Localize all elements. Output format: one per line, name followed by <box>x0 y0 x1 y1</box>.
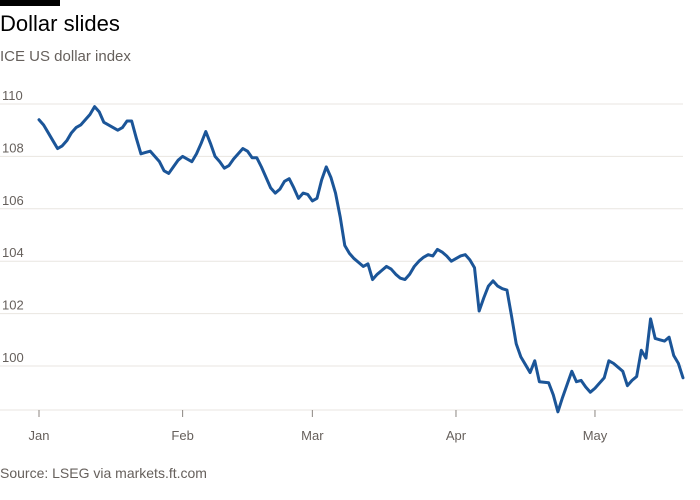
source-note: Source: LSEG via markets.ft.com <box>0 465 207 481</box>
grid-lines <box>0 103 683 367</box>
brand-bar <box>0 0 60 6</box>
x-tick-label-mar: Mar <box>301 428 324 443</box>
x-tick-label-feb: Feb <box>171 428 193 443</box>
y-tick-label-100: 100 <box>2 350 24 365</box>
y-tick-label-104: 104 <box>2 245 24 260</box>
y-tick-label-102: 102 <box>2 298 24 313</box>
x-tick-label-jan: Jan <box>29 428 50 443</box>
x-axis-ticks: Jan Feb Mar Apr May <box>0 409 683 443</box>
y-tick-label-110: 110 <box>2 88 23 103</box>
y-axis-ticks: 100 102 104 106 108 110 <box>2 88 24 365</box>
y-tick-label-108: 108 <box>2 140 24 155</box>
chart-subtitle: ICE US dollar index <box>0 48 131 65</box>
x-tick-label-apr: Apr <box>446 428 467 443</box>
x-tick-label-may: May <box>583 428 608 443</box>
y-tick-label-106: 106 <box>2 193 24 208</box>
series-line-dollar-index <box>37 105 685 414</box>
chart-title: Dollar slides <box>0 11 120 36</box>
